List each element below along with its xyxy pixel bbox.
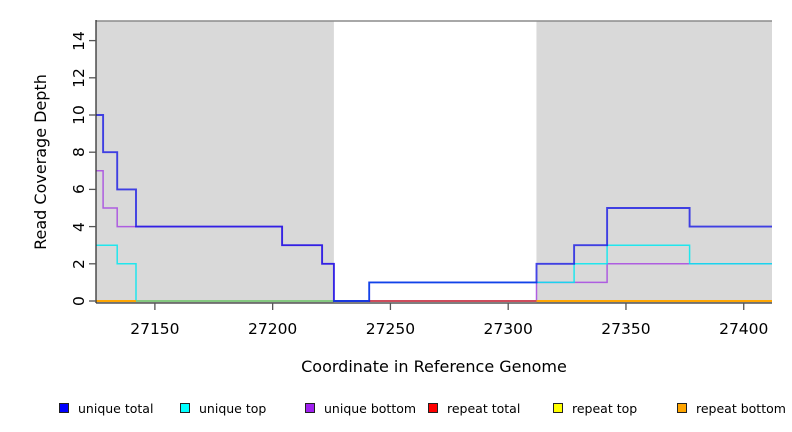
y-tick-label: 4	[70, 221, 88, 232]
legend-item-repeat-total: repeat total	[428, 399, 520, 417]
legend-swatch-icon	[180, 403, 190, 413]
legend-swatch-icon	[553, 403, 563, 413]
y-axis-title: Read Coverage Depth	[31, 73, 50, 250]
y-tick-label: 2	[70, 258, 88, 269]
y-tick-label: 14	[70, 30, 88, 51]
unique-total-line	[96, 114, 772, 302]
legend-item-label: unique top	[199, 400, 267, 416]
legend-item-unique-total: unique total	[59, 399, 153, 417]
legend-item-label: repeat total	[447, 400, 521, 416]
y-tick-label: 8	[70, 147, 88, 158]
y-tick-label: 0	[70, 296, 88, 306]
legend-item-unique-top: unique top	[180, 399, 266, 417]
x-tick-label: 27350	[601, 320, 651, 338]
legend-swatch-icon	[305, 403, 315, 413]
shaded-region	[536, 21, 772, 303]
legend-item-repeat-top: repeat top	[553, 399, 637, 417]
y-tick-label: 12	[70, 67, 88, 88]
legend-swatch-icon	[59, 403, 69, 413]
legend-item-label: repeat top	[572, 400, 638, 416]
legend-item-label: unique bottom	[324, 400, 417, 416]
legend-item-label: unique total	[78, 400, 154, 416]
x-tick-label: 27400	[719, 320, 769, 338]
x-tick-label: 27300	[483, 320, 533, 338]
legend-swatch-icon	[677, 403, 687, 413]
legend-item-label: repeat bottom	[696, 400, 786, 416]
x-axis-title: Coordinate in Reference Genome	[301, 357, 567, 376]
y-tick-label: 10	[70, 105, 88, 125]
x-tick-label: 27250	[365, 320, 416, 338]
shaded-region	[96, 21, 334, 303]
y-tick-label: 6	[70, 184, 88, 195]
legend-item-unique-bottom: unique bottom	[305, 399, 416, 417]
x-tick-label: 27200	[247, 320, 298, 338]
legend-swatch-icon	[428, 403, 438, 413]
x-tick-label: 27150	[130, 320, 180, 338]
legend-item-repeat-bottom: repeat bottom	[677, 399, 786, 417]
